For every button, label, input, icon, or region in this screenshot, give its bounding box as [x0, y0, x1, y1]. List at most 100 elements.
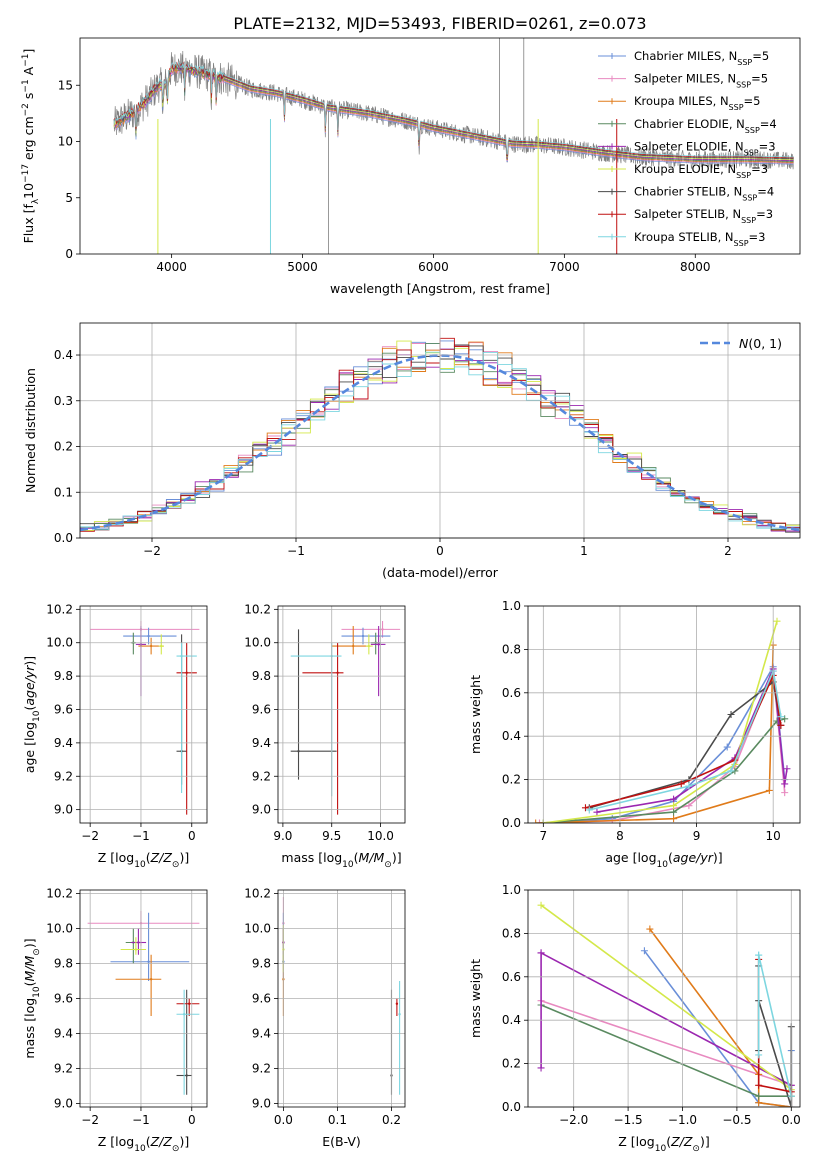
x-tick-label: 0.0: [274, 1113, 293, 1127]
weight-marker: [755, 1081, 763, 1089]
weight-marker: [773, 617, 781, 625]
x-tick-label: 1: [580, 544, 588, 558]
weight-series: [585, 667, 785, 814]
errorbar-point: [341, 621, 401, 638]
mass_vs_Z-panel: −2 −1 0 9.0 9.2 9.4 9.6 9.8 10.0 10.2 Z [log10(Z/Z…: [22, 887, 208, 1154]
axes-frame: [79, 322, 801, 539]
weight-marker: [685, 802, 693, 810]
y-tick-label: 10.0: [244, 636, 271, 650]
y-tick-label: 9.8: [252, 669, 271, 683]
weight-series: [535, 667, 789, 823]
spectrum-panel: 4000 5000 6000 7000 8000 0 5 10 15 wavelength [An…: [21, 37, 801, 296]
data-point: [336, 671, 339, 674]
data-point: [134, 948, 138, 951]
y-tick-label: 1.0: [502, 599, 521, 613]
y-tick-label: 0.2: [54, 440, 73, 454]
errorbar-point: [365, 634, 373, 655]
errorbar-point: [290, 629, 337, 780]
weight-marker: [670, 802, 678, 810]
y-tick-label: 9.8: [252, 957, 271, 971]
errorbar-point: [110, 912, 190, 981]
residuals-panel: −2 −1 0 1 2 0.0 0.1 0.2 0.3 0.4 (data-model)/error…: [23, 322, 801, 580]
axes-frame: [277, 889, 406, 1108]
x-tick-label: 2: [724, 544, 732, 558]
x-tick-label: −0.5: [722, 1113, 751, 1127]
data-point: [182, 1013, 186, 1016]
age_vs_mass-panel: 9.0 9.5 10.0 9.0 9.2 9.4 9.6 9.8 10.0 10.2 mass [l…: [244, 602, 406, 870]
model-spectrum: [113, 61, 794, 159]
x-tick-label: 7: [540, 829, 548, 843]
weight-marker: [755, 951, 763, 959]
weight_vs_Z-panel: −2.0 −1.5 −1.0 −0.5 0.0 0.0 0.2 0.4 0.6 0.8 1.0 Z […: [468, 883, 801, 1154]
data-point: [381, 628, 384, 631]
weight-marker: [670, 795, 678, 803]
x-tick-label: −1.5: [614, 1113, 643, 1127]
data-point: [149, 978, 153, 981]
weight-marker: [537, 949, 545, 957]
weight-marker: [640, 947, 648, 955]
data-point: [160, 644, 163, 648]
y-tick-label: 9.6: [252, 992, 271, 1006]
mass_vs_ebv-panel: 0.0 0.1 0.2 9.0 9.2 9.4 9.6 9.8 10.0 10.2 E(B-V): [244, 887, 406, 1149]
spectrum-plot-area: [113, 38, 794, 254]
y-axis-label: mass weight: [468, 675, 483, 754]
data-point: [367, 644, 371, 648]
y-tick-label: 0.6: [502, 686, 521, 700]
data-point: [297, 750, 300, 753]
x-tick-label: 0.0: [782, 1113, 801, 1127]
x-axis-label: (data-model)/error: [382, 565, 499, 580]
x-tick-label: 8: [616, 829, 624, 843]
errorbar-point: [176, 642, 197, 815]
weight-line: [540, 999, 792, 1087]
weight-marker: [755, 1092, 763, 1100]
y-tick-label: 9.0: [252, 803, 271, 817]
x-axis-label: E(B-V): [322, 1134, 361, 1149]
x-tick-label: −2: [81, 1113, 99, 1127]
y-tick-label: 9.2: [252, 1062, 271, 1076]
weight-marker: [777, 721, 785, 729]
weight-marker: [677, 780, 685, 788]
y-tick-label: 9.0: [252, 1097, 271, 1111]
errorbar-point: [395, 998, 399, 1016]
y-tick-label: 10.2: [244, 602, 271, 616]
y-tick-label: 9.4: [54, 736, 73, 750]
legend-label: Chabrier MILES, NSSP=5: [634, 49, 769, 67]
y-axis-label: Normed distribution: [23, 368, 38, 493]
y-axis-label: mass [log10(M/M⊙)]: [22, 938, 42, 1058]
weight-series: [640, 947, 795, 1107]
x-axis-label: Z [log10(Z/Z⊙)]: [98, 850, 189, 870]
model-spectrum: [113, 66, 794, 163]
model-spectrum: [113, 68, 794, 165]
x-tick-label: 9.0: [273, 829, 292, 843]
y-tick-label: 10.0: [244, 922, 271, 936]
y-tick-label: 9.6: [54, 992, 73, 1006]
y-tick-label: 10.0: [46, 922, 73, 936]
y-tick-label: 0.2: [502, 1057, 521, 1071]
legend-label: Kroupa MILES, NSSP=5: [634, 94, 760, 112]
x-tick-label: 9: [693, 829, 701, 843]
x-axis-label: wavelength [Angstrom, rest frame]: [330, 281, 550, 296]
errorbar-point: [341, 627, 391, 645]
weight-line: [539, 670, 786, 823]
data-point: [180, 654, 183, 658]
weight-marker: [781, 789, 789, 797]
weight-marker: [585, 806, 593, 814]
weight-marker: [781, 780, 789, 788]
data-point: [352, 644, 355, 648]
spectrum-legend: Chabrier MILES, NSSP=5 Salpeter MILES, NS…: [598, 49, 777, 247]
y-axis-label: age [log10(age/yr)]: [22, 656, 42, 773]
data-point: [361, 634, 365, 638]
weight_vs_age-plot-area: [532, 617, 791, 823]
y-tick-label: 15: [58, 78, 73, 92]
x-tick-label: 0: [188, 829, 196, 843]
x-tick-label: 5000: [287, 260, 318, 274]
data-point: [395, 1002, 399, 1005]
axes-frame: [277, 605, 406, 824]
axes-frame: [79, 605, 208, 824]
mass_vs_ebv-plot-area: [282, 897, 401, 1095]
data-point: [137, 941, 140, 944]
y-tick-label: 10.0: [46, 636, 73, 650]
model-spectrum: [113, 67, 794, 164]
data-point: [147, 634, 150, 638]
x-tick-label: −2: [143, 544, 161, 558]
